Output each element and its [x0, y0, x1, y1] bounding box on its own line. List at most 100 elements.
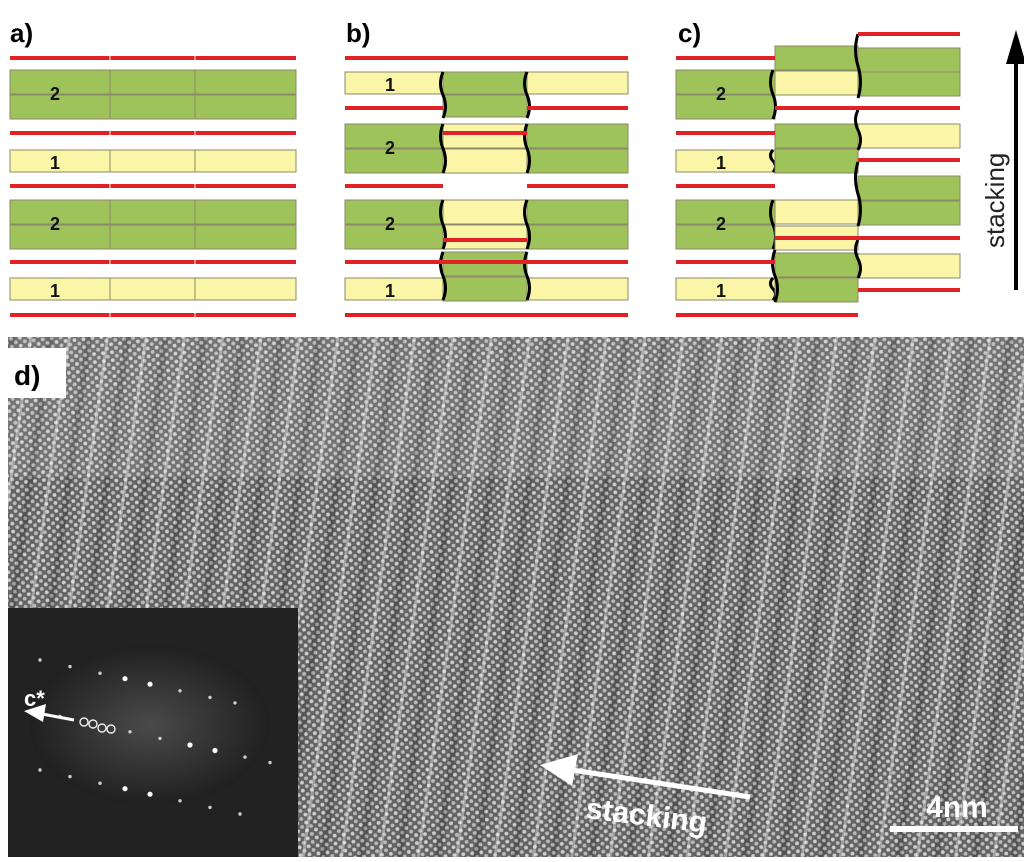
layer-number-label: 2 [385, 214, 395, 234]
stacking-axis-label: stacking [980, 153, 1010, 248]
fft-spot [98, 671, 102, 675]
panel-a-label: a) [10, 18, 33, 48]
fft-spot [208, 695, 212, 700]
fft-spot [122, 676, 128, 682]
interface-squiggle [771, 249, 779, 303]
fft-spot [233, 701, 237, 705]
panel-d-label: d) [14, 360, 40, 391]
green-layer-block [774, 45, 859, 71]
green-layer-block [109, 94, 196, 120]
yellow-layer-block [857, 123, 961, 149]
layer-number-label: 2 [50, 214, 60, 234]
layer-number-label: 1 [385, 281, 395, 301]
green-layer-block [675, 199, 776, 225]
green-layer-block [857, 47, 961, 73]
stacking-axis-arrow-head [1006, 30, 1024, 64]
interface-squiggle [523, 71, 531, 119]
yellow-layer-block [442, 199, 528, 225]
panel-a: a) 2 1 2 1 [9, 18, 297, 317]
green-layer-block [526, 148, 629, 174]
green-layer-block [344, 148, 444, 174]
yellow-layer-block [442, 123, 528, 149]
fft-spot [158, 736, 162, 741]
panel-c: c) 2 1 2 1 [675, 18, 961, 317]
green-layer-block [857, 71, 961, 97]
green-layer-block [857, 200, 961, 226]
fft-spot [187, 742, 193, 748]
yellow-layer-block [526, 71, 629, 95]
fft-spot [38, 658, 42, 662]
green-layer-block [442, 71, 528, 95]
interface-squiggle [854, 109, 862, 151]
green-layer-block [857, 175, 961, 201]
panel-c-label: c) [678, 18, 701, 48]
green-layer-block [442, 94, 528, 118]
fft-spot [178, 799, 182, 803]
panel-b: b) 1 2 2 1 [344, 18, 629, 317]
layer-number-label: 2 [716, 214, 726, 234]
layer-number-label: 1 [50, 153, 60, 173]
fft-highlight-circles [79, 717, 116, 734]
yellow-layer-block [194, 277, 297, 301]
fft-spot [147, 791, 153, 797]
scale-bar-line [890, 826, 1018, 832]
yellow-layer-block [442, 148, 528, 174]
c-star-label: c* [24, 686, 45, 711]
green-layer-block [109, 199, 196, 225]
fft-spot [122, 786, 128, 792]
panel-c-layers: 2 1 2 1 [675, 32, 961, 317]
green-layer-block [774, 123, 859, 149]
fft-spot [38, 768, 42, 772]
scale-bar-label: 4nm [926, 791, 988, 824]
fft-spot [208, 805, 212, 810]
interface-squiggle [854, 161, 862, 227]
green-layer-block [526, 224, 629, 250]
fft-spot [212, 747, 218, 754]
green-layer-block [194, 224, 297, 250]
fft-inset: c* [8, 608, 298, 857]
panel-d-label-box [8, 348, 66, 398]
green-layer-block [344, 224, 444, 250]
panel-d: d) c* stacking 4nm [8, 337, 1024, 857]
fft-spot [238, 812, 242, 816]
green-layer-block [194, 69, 297, 95]
yellow-layer-block [194, 149, 297, 173]
panel-b-layers: 1 2 2 1 [344, 56, 629, 317]
layer-number-label: 1 [716, 281, 726, 301]
green-layer-block [675, 94, 776, 120]
layer-number-label: 2 [385, 138, 395, 158]
micrograph-stacking-arrow [540, 754, 751, 800]
layer-number-label: 1 [385, 75, 395, 95]
green-layer-block [526, 123, 629, 149]
green-layer-block [442, 276, 528, 302]
interface-squiggle [439, 123, 447, 174]
c-star-arrow [24, 704, 75, 722]
green-layer-block [675, 69, 776, 95]
interface-squiggle [439, 251, 447, 301]
interface-squiggle [523, 199, 531, 250]
layer-number-label: 1 [716, 153, 726, 173]
yellow-layer-block [442, 224, 528, 250]
fft-spot [243, 755, 247, 759]
yellow-layer-block [857, 253, 961, 279]
green-layer-block [526, 199, 629, 225]
green-layer-block [194, 199, 297, 225]
interface-squiggle [439, 71, 447, 119]
fft-spot [68, 664, 72, 669]
stacking-axis: stacking [980, 30, 1024, 290]
green-layer-block [194, 94, 297, 120]
layer-number-label: 2 [716, 84, 726, 104]
fft-spot [178, 689, 182, 693]
green-layer-block [9, 69, 111, 95]
panel-a-layers: 2 1 2 1 [9, 56, 297, 317]
green-layer-block [9, 199, 111, 225]
interface-squiggle [854, 33, 862, 99]
fft-spot [128, 730, 132, 734]
yellow-layer-block [774, 199, 859, 225]
layer-number-label: 2 [50, 84, 60, 104]
green-layer-block [109, 224, 196, 250]
interface-squiggle [854, 239, 862, 279]
yellow-layer-block [526, 277, 629, 301]
